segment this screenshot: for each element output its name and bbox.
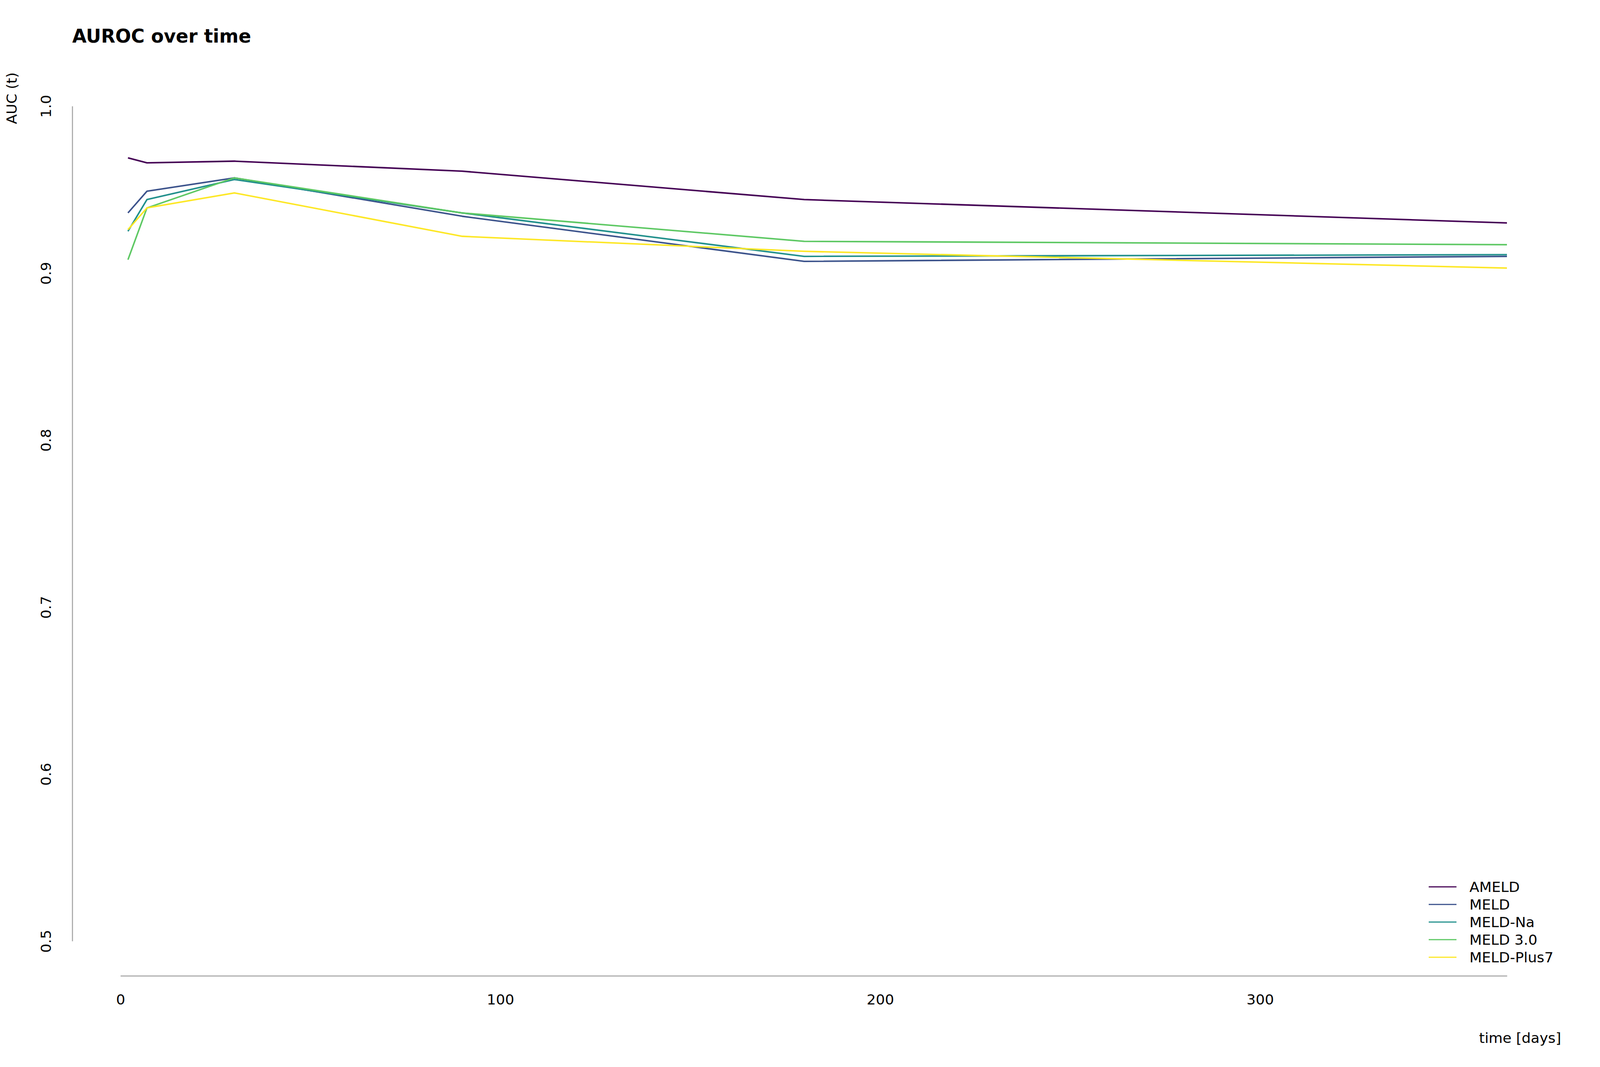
y-tick: 0.9 <box>37 261 73 285</box>
y-tick-label: 0.9 <box>37 261 55 285</box>
x-tick-label: 300 <box>1246 990 1275 1008</box>
legend-swatch <box>1428 886 1457 888</box>
series-line <box>127 177 1507 260</box>
plot-area <box>127 157 1507 269</box>
x-tick-label: 100 <box>486 990 514 1008</box>
x-axis-line <box>120 975 1508 977</box>
x-axis-title: time [days] <box>1479 1029 1562 1046</box>
chart: AUROC over time 0.5 0.6 0.7 0.8 0.9 1.0 AUC (t)… <box>0 0 1600 1067</box>
x-tick: 200 <box>866 975 894 1008</box>
series-line <box>127 193 1507 269</box>
legend-swatch <box>1428 921 1457 923</box>
series-line <box>127 157 1507 224</box>
y-tick: 0.5 <box>37 929 73 953</box>
legend-swatch <box>1428 903 1457 906</box>
y-tick-label: 0.6 <box>37 762 55 786</box>
legend-label: MELD 3.0 <box>1469 931 1538 948</box>
y-tick: 1.0 <box>37 94 73 118</box>
legend-label: MELD-Plus7 <box>1469 948 1554 966</box>
x-tick: 300 <box>1246 975 1275 1008</box>
series-line <box>127 179 1507 257</box>
y-tick-label: 1.0 <box>37 94 55 118</box>
y-tick-label: 0.5 <box>37 929 55 953</box>
x-tick-label: 0 <box>116 990 126 1008</box>
x-tick-label: 200 <box>866 990 894 1008</box>
x-axis: 0 100 200 300 <box>116 975 1508 1008</box>
series-line <box>127 177 1507 262</box>
y-tick: 0.7 <box>37 595 73 619</box>
legend-label: MELD-Na <box>1469 913 1535 931</box>
y-axis-line <box>72 106 74 942</box>
legend-label: AMELD <box>1469 878 1520 895</box>
y-tick: 0.8 <box>37 428 73 452</box>
y-tick-label: 0.7 <box>37 595 55 619</box>
legend-swatch <box>1428 956 1457 958</box>
y-axis-title: AUC (t) <box>3 72 20 125</box>
x-tick: 100 <box>486 975 514 1008</box>
y-tick: 0.6 <box>37 762 73 786</box>
legend-swatch <box>1428 938 1457 941</box>
y-axis: 0.5 0.6 0.7 0.8 0.9 1.0 <box>37 94 73 953</box>
legend: AMELDMELDMELD-NaMELD 3.0MELD-Plus7 <box>1428 878 1554 966</box>
y-tick-label: 0.8 <box>37 428 55 452</box>
legend-label: MELD <box>1469 895 1510 913</box>
title: AUROC over time <box>72 25 251 47</box>
x-tick: 0 <box>116 975 126 1008</box>
